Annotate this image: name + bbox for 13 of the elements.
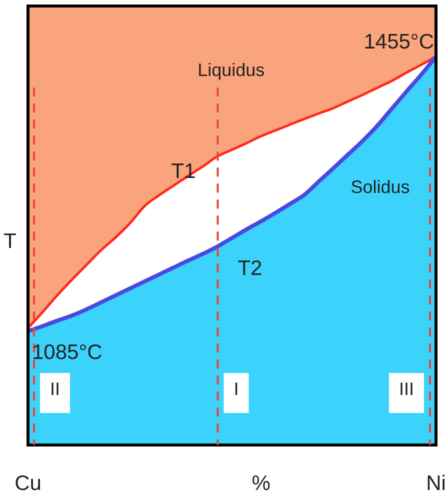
- x-tick-label: Cu: [14, 472, 42, 495]
- annotation: T2: [238, 257, 262, 280]
- annotation: T1: [171, 160, 196, 183]
- annotation: 1085°C: [32, 341, 102, 364]
- annotation: II: [50, 379, 60, 399]
- series-label: Solidus: [350, 177, 410, 198]
- text: Liquidus: [198, 60, 265, 80]
- y-axis-title: T: [4, 230, 17, 253]
- annotation: 1455°C: [364, 30, 434, 54]
- annotation: III: [398, 379, 414, 399]
- x-tick-label: %: [252, 472, 270, 495]
- annotation: I: [234, 379, 239, 399]
- x-tick-label: Ni: [426, 472, 446, 495]
